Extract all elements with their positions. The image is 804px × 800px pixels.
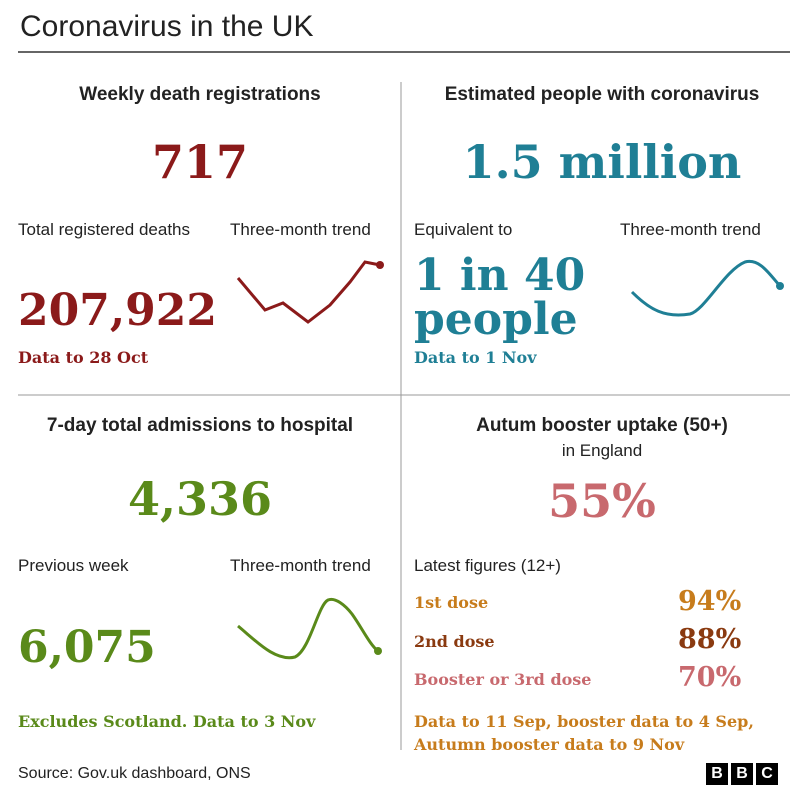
label: Three-month trend	[620, 220, 761, 239]
source: Source: Gov.uk dashboard, ONS	[18, 765, 251, 782]
panel-title: Estimated people with coronavirus	[444, 84, 760, 105]
note: Data to 28 Oct	[18, 348, 149, 367]
sparkline	[236, 260, 381, 324]
stat: 1 in 40	[414, 250, 586, 301]
row-label: 1st dose	[414, 593, 489, 612]
sparkline	[237, 597, 379, 660]
headline-value: 4,336	[127, 472, 273, 526]
stat: 207,922	[18, 285, 218, 336]
sparkline-end	[374, 647, 382, 655]
sparkline-end	[776, 282, 784, 290]
panel-title: 7-day total admissions to hospital	[46, 415, 354, 436]
headline-value: 1.5 million	[462, 135, 742, 189]
sparkline-end	[376, 261, 384, 269]
label: Equivalent to	[414, 220, 513, 239]
stat: 6,075	[18, 622, 156, 673]
panel-title: Autum booster uptake (50+)	[476, 415, 728, 436]
row-label: 2nd dose	[414, 632, 495, 651]
note: Data to 1 Nov	[414, 348, 537, 367]
label: Previous week	[18, 556, 129, 575]
note: Data to 11 Sep, booster data to 4 Sep,	[414, 712, 754, 731]
label: Three-month trend	[230, 556, 371, 575]
row-value: 88%	[678, 624, 742, 655]
headline-value: 717	[151, 135, 249, 189]
logo-letter: B	[706, 763, 728, 785]
label: Latest figures (12+)	[414, 556, 561, 575]
headline-value: 55%	[548, 474, 656, 528]
row-label: Booster or 3rd dose	[414, 670, 592, 689]
logo-letter: B	[731, 763, 753, 785]
label: Three-month trend	[230, 220, 371, 239]
sparkline	[630, 259, 782, 317]
row-value: 94%	[678, 586, 742, 617]
panel-title: Weekly death registrations	[79, 84, 321, 105]
panel-subtitle: in England	[561, 441, 643, 460]
note: Autumn booster data to 9 Nov	[414, 735, 685, 754]
stat: people	[414, 294, 578, 345]
row-value: 70%	[678, 662, 742, 693]
label: Total registered deaths	[18, 220, 190, 239]
page-title: Coronavirus in the UK	[20, 10, 314, 43]
note: Excludes Scotland. Data to 3 Nov	[18, 712, 316, 731]
logo-letter: C	[756, 763, 778, 785]
